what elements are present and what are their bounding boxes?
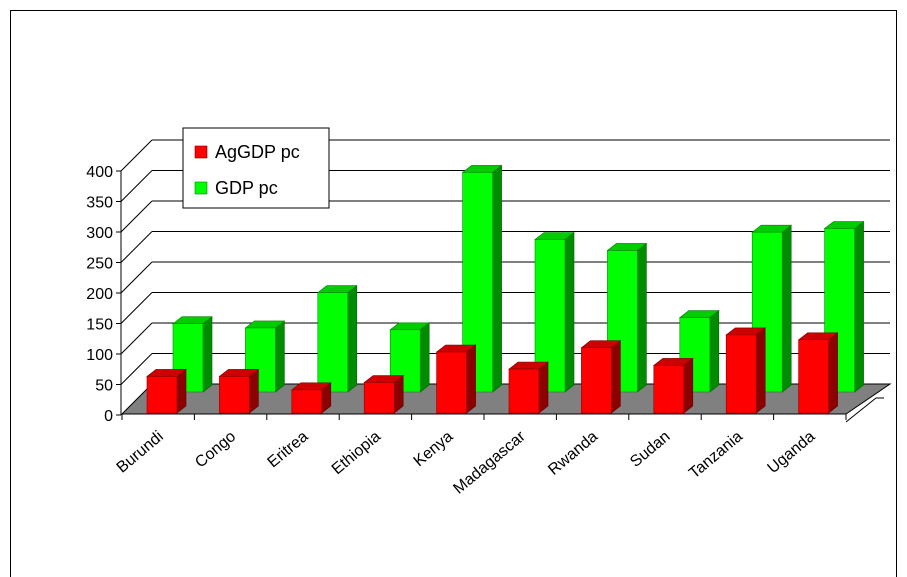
x-tick-label: Madagascar <box>450 428 529 498</box>
gridline-side <box>120 139 153 172</box>
x-tick-label: Kenya <box>411 428 457 470</box>
y-tick-label: 150 <box>86 317 113 334</box>
y-tick-label: 200 <box>86 286 113 303</box>
gridline-side <box>120 170 153 202</box>
x-tick-label: Burundi <box>114 428 167 476</box>
x-tick-label: Eritrea <box>265 428 312 471</box>
bar-aggdp-pc <box>435 344 477 414</box>
chart-frame <box>10 10 897 577</box>
bar-front <box>798 339 829 414</box>
bar-front <box>363 382 395 414</box>
bar-front <box>725 334 757 414</box>
gridline-side <box>120 292 153 324</box>
bar-side <box>637 242 647 393</box>
bar-aggdp-pc <box>290 382 332 414</box>
y-tick-label: 50 <box>95 378 113 395</box>
bar-front <box>291 389 323 414</box>
bar-gdp-pc <box>244 320 286 393</box>
bar-aggdp-pc <box>652 357 694 414</box>
series-gdp-bars <box>172 164 865 393</box>
y-tick-label: 100 <box>86 347 113 364</box>
bar-aggdp-pc <box>725 327 767 414</box>
bar-side <box>564 231 575 393</box>
bar-side <box>176 368 187 414</box>
bar-front <box>653 365 685 414</box>
bar-side <box>466 344 476 414</box>
gridline-side <box>120 322 153 355</box>
bar-gdp-pc <box>823 220 865 393</box>
x-tick-label: Sudan <box>627 428 673 471</box>
gridline-side <box>120 261 153 294</box>
x-tick-label: Uganda <box>765 428 819 477</box>
legend-box <box>182 127 330 209</box>
bar-aggdp-pc <box>363 374 405 414</box>
bar-side <box>709 309 720 393</box>
bar-side <box>538 361 549 414</box>
x-tick-label: Ethiopia <box>329 428 384 478</box>
bar-side <box>275 320 285 393</box>
bar-side <box>611 340 621 414</box>
bar-aggdp-pc <box>508 361 549 414</box>
bar-side <box>781 224 792 393</box>
bar-gdp-pc <box>461 164 503 393</box>
series-aggdp-bars <box>146 327 839 414</box>
legend-label: AgGDP pc <box>215 142 300 162</box>
y-tick-label: 400 <box>86 164 113 181</box>
bar-side <box>419 322 430 393</box>
gridline-side <box>120 353 153 385</box>
legend-swatch <box>194 145 208 159</box>
floor-edge <box>845 397 877 423</box>
x-tick-label: Rwanda <box>545 428 601 479</box>
x-tick-label: Tanzania <box>686 428 746 482</box>
y-tick-label: 350 <box>86 195 113 212</box>
bar-side <box>202 316 213 393</box>
y-tick-label: 250 <box>86 256 113 273</box>
bar-aggdp-pc <box>580 340 622 414</box>
y-tick-label: 0 <box>104 408 113 425</box>
bar-front <box>146 376 178 414</box>
bar-side <box>492 164 502 393</box>
legend: AgGDP pc GDP pc <box>182 127 330 209</box>
bar-side <box>249 368 259 414</box>
x-axis: Burundi Congo Eritrea Ethiopia KenyaMadagasc… <box>114 414 847 498</box>
bar-aggdp-pc <box>797 332 839 414</box>
y-tick-label: 300 <box>86 225 113 242</box>
bar-front <box>436 351 467 414</box>
bar-aggdp-pc <box>218 368 260 414</box>
bar-front <box>219 376 250 414</box>
bar-gdp-pc <box>316 284 358 393</box>
legend-swatch <box>194 181 208 195</box>
x-tick-label: Congo <box>192 428 239 471</box>
bar-aggdp-pc <box>146 368 187 414</box>
bar-front <box>581 347 612 414</box>
legend-label: GDP pc <box>215 178 278 198</box>
bar-side <box>347 284 358 393</box>
bar-side <box>854 220 864 393</box>
bar-side <box>755 327 766 414</box>
bar-side <box>683 357 694 414</box>
gridline-side <box>120 231 153 263</box>
bar-side <box>828 332 838 414</box>
gridline-side <box>120 200 153 233</box>
bar-front <box>508 368 540 414</box>
y-axis: 0 50 100 150 200 250 300 350 400 <box>86 164 122 425</box>
bar-front <box>317 292 349 393</box>
